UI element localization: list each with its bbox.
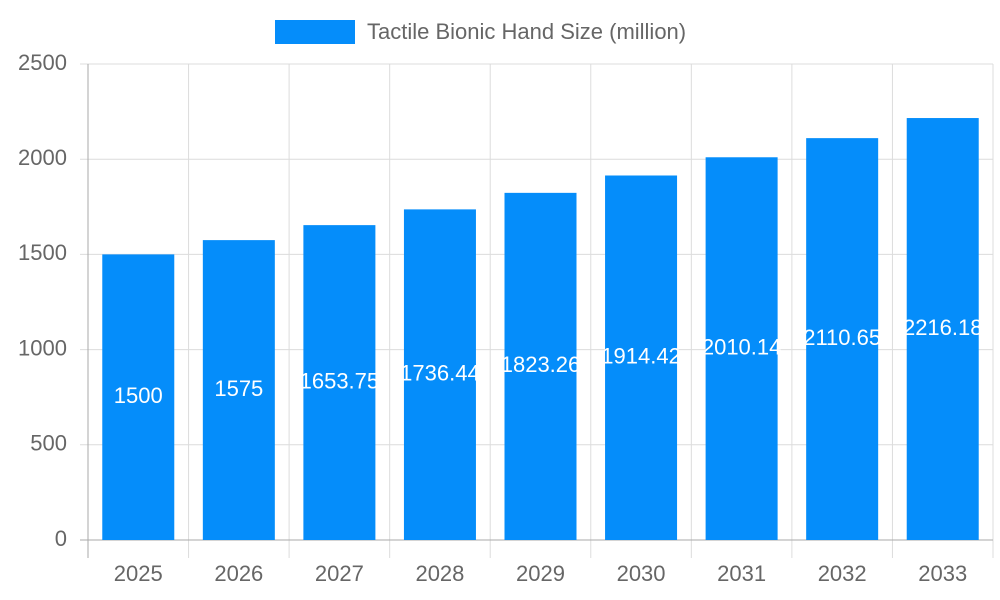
data-label: 1736.44 (400, 361, 480, 386)
bar (605, 175, 678, 540)
x-tick-label: 2030 (617, 561, 666, 586)
data-label: 1500 (114, 383, 163, 408)
x-tick-label: 2026 (214, 561, 263, 586)
x-tick-label: 2027 (315, 561, 364, 586)
y-tick-label: 1500 (18, 240, 67, 265)
y-tick-label: 0 (55, 526, 67, 551)
data-label: 2110.65 (803, 325, 881, 350)
bar (403, 209, 476, 540)
data-label: 2216.18 (903, 315, 983, 340)
data-label: 1914.42 (601, 344, 681, 369)
y-tick-label: 2500 (18, 50, 67, 75)
bar (504, 192, 577, 540)
y-tick-label: 1000 (18, 335, 67, 360)
bar (906, 118, 979, 540)
legend-swatch (275, 20, 355, 44)
x-tick-label: 2025 (114, 561, 163, 586)
y-tick-label: 500 (30, 431, 67, 456)
x-tick-label: 2032 (818, 561, 867, 586)
x-tick-label: 2029 (516, 561, 565, 586)
bar (102, 254, 175, 540)
bar (705, 157, 778, 540)
data-label: 1575 (214, 376, 263, 401)
data-label: 2010.14 (702, 334, 782, 359)
legend-label: Tactile Bionic Hand Size (million) (367, 19, 686, 44)
x-tick-label: 2031 (717, 561, 766, 586)
data-label: 1653.75 (300, 368, 380, 393)
x-tick-label: 2033 (918, 561, 967, 586)
bar (303, 225, 376, 540)
data-label: 1823.26 (501, 352, 581, 377)
y-tick-label: 2000 (18, 145, 67, 170)
bar (806, 138, 879, 540)
x-tick-label: 2028 (415, 561, 464, 586)
bar (202, 240, 275, 540)
